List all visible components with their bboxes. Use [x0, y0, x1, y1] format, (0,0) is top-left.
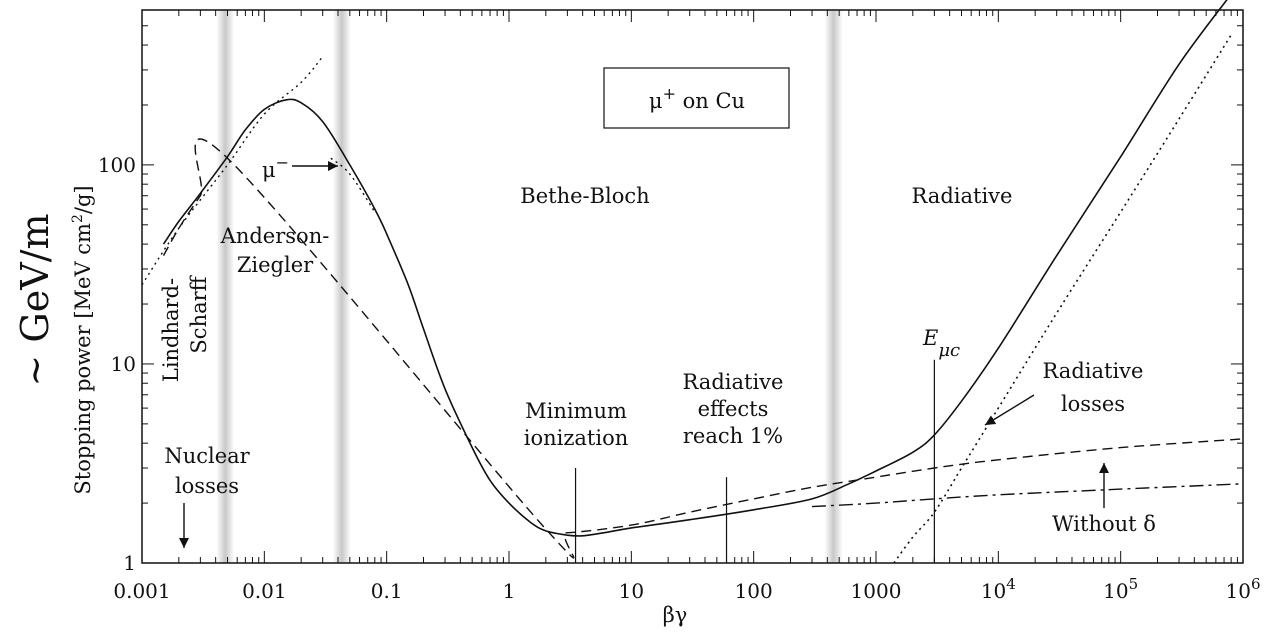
- title-mu: μ: [649, 89, 663, 113]
- arrow-radiative-losses-head: [985, 415, 997, 425]
- axis-ticks: [141, 9, 1243, 564]
- y-tick-label: 1: [123, 551, 136, 575]
- label-lindhard-1: Lindhard-: [159, 278, 183, 382]
- curve-dotted-radiative: [893, 34, 1232, 564]
- x-tick-labels: 0.001 0.01 0.1 1 10 100 1000 104 105 106: [113, 575, 1260, 603]
- mu-minus-mu: μ: [262, 158, 276, 182]
- y-axis-title-suffix: /g]: [71, 185, 95, 214]
- x-tick-label: 105: [1103, 575, 1138, 603]
- x-axis-title: βγ: [663, 603, 688, 627]
- arrow-without-delta-head: [1099, 463, 1109, 473]
- curve-dashdot: [811, 483, 1244, 508]
- x-tick-label: 104: [981, 575, 1016, 603]
- label-radloss-1: Radiative: [1043, 359, 1144, 383]
- vertical-markers: [574, 359, 935, 563]
- x-tick-base: 10: [1226, 579, 1251, 603]
- emuc-sub: μc: [938, 340, 960, 361]
- label-radeff-2: effects: [698, 397, 769, 421]
- y-axis-big-label: ~ GeV/m: [13, 213, 57, 386]
- label-minion-1: Minimum: [525, 399, 627, 423]
- label-nuclear-2: losses: [175, 474, 239, 498]
- x-tick-exp: 6: [1251, 575, 1261, 593]
- mu-minus-sup: −: [276, 153, 289, 172]
- label-radloss-2: losses: [1061, 392, 1125, 416]
- title-rest: on Cu: [676, 89, 745, 113]
- annotation-arrows: [179, 161, 1109, 548]
- title-box: [603, 67, 790, 129]
- label-radiative: Radiative: [912, 184, 1013, 208]
- label-without-delta: Without δ: [1052, 512, 1156, 536]
- y-axis-title-prefix: Stopping power [MeV cm: [71, 223, 95, 495]
- label-radeff-1: Radiative: [683, 370, 784, 394]
- x-tick-label: 1000: [851, 579, 902, 603]
- label-mu-minus: μ−: [262, 153, 289, 183]
- label-nuclear-1: Nuclear: [164, 444, 250, 468]
- x-tick-label: 0.01: [242, 579, 287, 603]
- x-tick-label: 10: [619, 579, 644, 603]
- label-anderson-1: Anderson-: [220, 224, 330, 248]
- curve-dashed: [162, 138, 1244, 559]
- label-bethe-bloch: Bethe-Bloch: [520, 184, 649, 208]
- x-tick-label: 106: [1226, 575, 1261, 603]
- label-radeff-3: reach 1%: [683, 424, 783, 448]
- x-tick-label: 0.001: [113, 579, 170, 603]
- region-band: [824, 10, 843, 563]
- y-axis-title: Stopping power [MeV cm2/g]: [70, 185, 95, 494]
- label-lindhard-2: Scharff: [187, 274, 211, 353]
- x-tick-base: 10: [981, 579, 1006, 603]
- region-band: [216, 10, 235, 563]
- title-sup: +: [663, 84, 676, 103]
- title-box-text: μ+ on Cu: [649, 84, 745, 114]
- curve-solid: [162, 0, 1228, 537]
- x-tick-label: 100: [735, 579, 773, 603]
- curves: [141, 0, 1244, 564]
- x-tick-exp: 5: [1129, 575, 1139, 593]
- label-minion-2: ionization: [524, 426, 629, 450]
- arrow-mu-minus-head: [328, 161, 338, 171]
- label-emuc: Eμc: [922, 326, 960, 361]
- curve-dotted-muminus: [330, 157, 376, 213]
- plot-frame: [141, 9, 1244, 564]
- label-anderson-2: Ziegler: [237, 253, 314, 277]
- y-axis-title-sup: 2: [70, 214, 86, 223]
- x-tick-base: 10: [1103, 579, 1128, 603]
- x-tick-label: 0.1: [371, 579, 403, 603]
- curve-dotted-lowE: [141, 56, 324, 286]
- y-tick-labels: 1 10 100: [98, 153, 136, 575]
- x-tick-exp: 4: [1006, 575, 1016, 593]
- arrow-nuclear-head: [179, 538, 189, 548]
- y-tick-label: 10: [111, 352, 136, 376]
- x-tick-label: 1: [503, 579, 516, 603]
- y-tick-label: 100: [98, 153, 136, 177]
- emuc-base: E: [922, 326, 938, 350]
